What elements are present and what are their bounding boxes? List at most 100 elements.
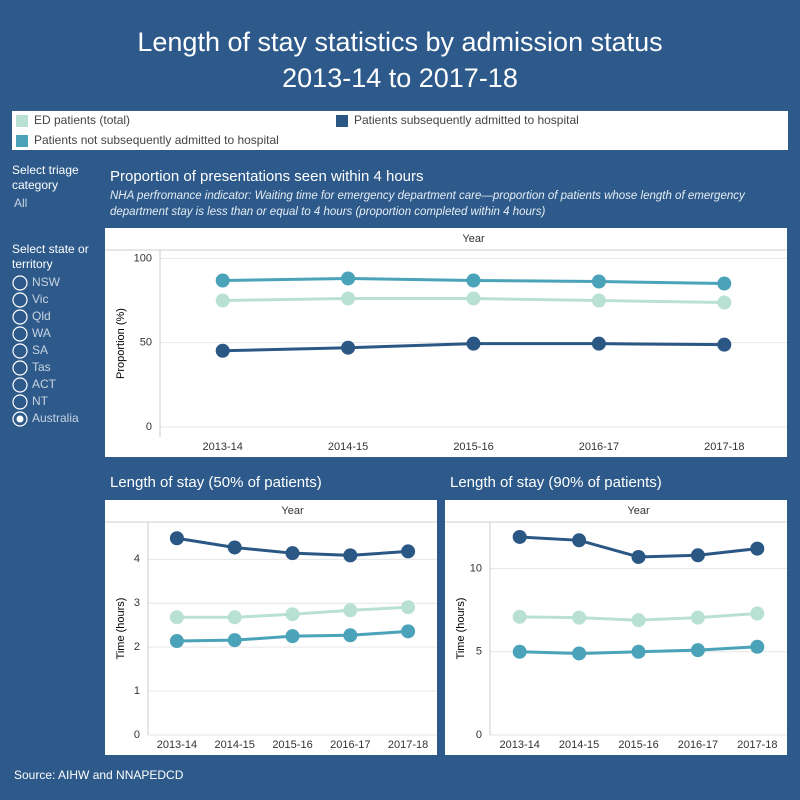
data-point [572,533,587,548]
data-point [572,610,587,625]
radio-button [12,377,28,393]
legend-label: Patients subsequently admitted to hospit… [354,113,579,127]
source: Source: AIHW and NNAPEDCD [14,768,184,782]
radio-label: Australia [32,411,79,425]
data-point [343,603,358,618]
x-tick-label: 2013-14 [500,739,540,751]
radio-label: SA [32,343,48,357]
chart-subtitle: NHA perfromance indicator: Waiting time … [110,190,745,218]
data-point [572,646,587,661]
data-point [466,273,481,288]
data-point [227,540,242,555]
chart-panel [105,500,437,755]
chart-panel [445,500,787,755]
y-tick-label: 0 [476,729,482,741]
legend-swatch [16,115,28,127]
y-tick-label: 3 [134,597,140,609]
radio-label: WA [32,326,51,340]
radio-option[interactable]: Australia [12,411,79,427]
data-point [341,340,356,355]
data-point [591,293,606,308]
radio-label: Vic [32,292,48,306]
radio-option[interactable]: NT [12,394,49,410]
radio-option[interactable]: Qld [12,309,51,325]
radio-button [12,411,28,427]
data-point [341,291,356,306]
legend-swatch [336,115,348,127]
y-tick-label: 50 [140,337,152,349]
x-tick-label: 2015-16 [453,441,493,453]
x-tick-label: 2016-17 [579,441,619,453]
x-tick-label: 2017-18 [388,739,428,751]
legend-swatch [16,135,28,147]
x-tick-label: 2013-14 [203,441,243,453]
data-point [343,548,358,563]
y-tick-label: 1 [134,685,140,697]
legend-label: Patients not subsequently admitted to ho… [34,133,279,147]
data-point [591,274,606,289]
radio-option[interactable]: Vic [12,292,48,308]
data-point [227,610,242,625]
radio-option[interactable]: SA [12,343,48,359]
x-tick-label: 2014-15 [559,739,599,751]
x-tick-label: 2015-16 [618,739,658,751]
y-tick-label: 5 [476,646,482,658]
y-tick-label: 0 [134,729,140,741]
data-point [631,613,646,628]
chart-title: Length of stay (50% of patients) [110,474,322,491]
data-point [717,295,732,310]
data-point [169,634,184,649]
data-point [690,548,705,563]
x-tick-label: 2017-18 [704,441,744,453]
y-tick-label: 0 [146,421,152,433]
x-tick-label: 2013-14 [157,739,197,751]
radio-option[interactable]: NSW [12,275,61,291]
data-point [343,628,358,643]
radio-button [12,326,28,342]
data-point [591,336,606,351]
radio-option[interactable]: WA [12,326,51,342]
data-point [227,633,242,648]
radio-button [12,343,28,359]
data-point [631,549,646,564]
triage-label: Select triage category [12,163,79,192]
data-point [466,291,481,306]
state-label: Select state or territory [12,242,89,271]
radio-option[interactable]: ACT [12,377,57,393]
x-tick-label: 2014-15 [328,441,368,453]
y-tick-label: 4 [134,553,140,565]
triage-select[interactable]: All [14,196,28,210]
x-header: Year [627,505,650,517]
radio-label: Qld [32,309,51,323]
title-line: Length of stay statistics by admission s… [137,27,663,57]
x-header: Year [281,505,304,517]
data-point [215,343,230,358]
x-tick-label: 2015-16 [272,739,312,751]
x-tick-label: 2016-17 [330,739,370,751]
y-tick-label: 2 [134,641,140,653]
data-point [512,609,527,624]
radio-option[interactable]: Tas [12,360,51,376]
data-point [285,546,300,561]
data-point [717,276,732,291]
radio-button [12,292,28,308]
x-tick-label: 2014-15 [215,739,255,751]
data-point [750,541,765,556]
data-point [401,624,416,639]
y-tick-label: 10 [470,563,482,575]
y-axis-label: Proportion (%) [115,308,127,379]
subtitle-line: 2013-14 to 2017-18 [282,63,518,93]
radio-button [12,275,28,291]
chart-title: Proportion of presentations seen within … [110,168,424,185]
radio-label: NSW [32,275,61,289]
x-tick-label: 2017-18 [737,739,777,751]
radio-dot [16,415,24,423]
x-tick-label: 2016-17 [678,739,718,751]
data-point [631,644,646,659]
data-point [690,643,705,658]
data-point [285,629,300,644]
page-title: Length of stay statistics by admission s… [0,24,800,96]
radio-button [12,309,28,325]
